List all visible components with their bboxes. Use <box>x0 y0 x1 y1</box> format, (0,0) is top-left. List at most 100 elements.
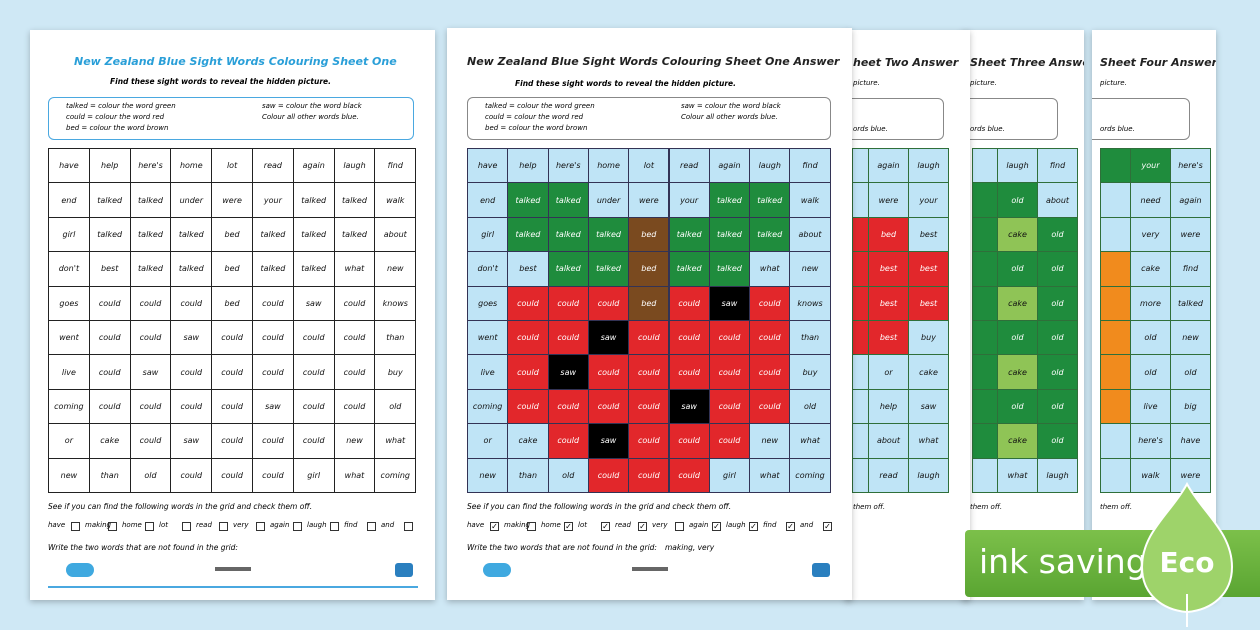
write-text: Write the two words that are not found i… <box>467 543 657 552</box>
grid-cell: here's <box>129 148 172 184</box>
key-text: bed = colour the word brown <box>485 124 588 132</box>
check-box <box>219 522 228 531</box>
check-box: ✓ <box>490 522 499 531</box>
grid-cell: under <box>587 182 630 218</box>
grid-cell: could <box>708 423 751 459</box>
check-word: very <box>652 521 668 529</box>
grid-cell <box>852 148 869 184</box>
grid-cell: saw <box>708 285 751 321</box>
check-word: home <box>541 521 561 529</box>
grid-cell: could <box>129 423 172 459</box>
grid-cell: could <box>292 388 335 425</box>
grid-cell: coming <box>374 457 417 493</box>
grid-cell: could <box>547 423 589 459</box>
grid-cell: could <box>749 354 791 390</box>
grid-cell: saw <box>170 320 213 356</box>
grid-cell: talked <box>668 251 710 287</box>
grid-cell: laugh <box>997 148 1038 184</box>
grid-cell: find <box>1037 148 1078 184</box>
grid-cell: could <box>252 354 294 390</box>
grid-cell <box>972 216 998 253</box>
grid-cell: talked <box>292 216 335 253</box>
grid-cell: old <box>1170 354 1211 390</box>
grid-cell <box>852 457 869 493</box>
grid-cell <box>972 182 998 218</box>
grid-cell: could <box>333 388 376 425</box>
check-box: ✓ <box>712 522 721 531</box>
grid-cell: buy <box>789 354 831 390</box>
grid-cell: than <box>507 457 549 493</box>
check-word: have <box>48 521 66 529</box>
grid-cell: bed <box>628 251 670 287</box>
grid-cell: best <box>868 320 909 356</box>
grid-cell: bed <box>211 285 253 321</box>
key-text: saw = colour the word black <box>681 102 781 110</box>
grid-cell: what <box>908 423 949 459</box>
grid-cell: could <box>507 354 549 390</box>
grid-cell: talked <box>129 251 172 287</box>
grid-cell: old <box>1037 320 1078 356</box>
grid-cell: old <box>1037 216 1078 253</box>
grid-cell: cake <box>997 354 1038 390</box>
grid-cell: under <box>170 182 213 218</box>
grid-cell: live <box>1130 388 1171 425</box>
grid-cell: talked <box>333 182 376 218</box>
subtitle: Find these sight words to reveal the hid… <box>110 77 331 86</box>
grid-cell: could <box>628 423 670 459</box>
sheet-title: Sheet Three Answer <box>970 56 1084 69</box>
check-box <box>675 522 684 531</box>
grid-cell: could <box>129 388 172 425</box>
grid-cell: could <box>587 285 630 321</box>
key-box <box>1092 98 1190 140</box>
grid-cell: old <box>1037 423 1078 459</box>
grid-cell: about <box>374 216 417 253</box>
check-box: ✓ <box>786 522 795 531</box>
grid-cell: talked <box>547 216 589 253</box>
grid-cell: could <box>749 388 791 425</box>
divider <box>48 586 418 588</box>
grid-cell: again <box>708 148 751 184</box>
key-text: talked = colour the word green <box>485 102 595 110</box>
grid-cell: old <box>789 388 831 425</box>
logo-icon <box>812 563 830 577</box>
grid-cell: could <box>88 320 131 356</box>
check-box: ✓ <box>601 522 610 531</box>
check-word: making <box>85 521 111 529</box>
grid-cell: than <box>374 320 417 356</box>
sheet-title: New Zealand Blue Sight Words Colouring S… <box>467 55 840 68</box>
subtitle: picture. <box>970 79 997 87</box>
grid-cell: could <box>170 354 213 390</box>
key-text: Colour all other words blue. <box>681 113 778 121</box>
check-word: find <box>763 521 777 529</box>
grid-cell: talked <box>587 216 630 253</box>
key-box <box>845 98 944 140</box>
grid-cell: could <box>170 457 213 493</box>
subtitle: Find these sight words to reveal the hid… <box>515 79 736 88</box>
grid-cell: don't <box>48 251 90 287</box>
grid-cell: home <box>170 148 213 184</box>
check-box <box>527 522 536 531</box>
grid-cell: went <box>467 320 509 356</box>
grid-cell: went <box>48 320 90 356</box>
grid-cell: help <box>88 148 131 184</box>
check-word: very <box>233 521 249 529</box>
grid-cell: talked <box>507 182 549 218</box>
grid-cell: laugh <box>1037 457 1078 493</box>
grid-cell: about <box>868 423 909 459</box>
grid-cell: could <box>292 423 335 459</box>
find-text: See if you can find the following words … <box>467 502 732 511</box>
grid-cell: best <box>88 251 131 287</box>
grid-cell: could <box>628 388 670 425</box>
grid-cell: talked <box>292 251 335 287</box>
grid-cell: live <box>467 354 509 390</box>
grid-cell: old <box>997 251 1038 287</box>
check-word: again <box>689 521 709 529</box>
grid-cell: laugh <box>908 148 949 184</box>
grid-cell: were <box>628 182 670 218</box>
grid-cell: could <box>252 423 294 459</box>
grid-cell <box>972 457 998 493</box>
grid-cell: need <box>1130 182 1171 218</box>
check-box: ✓ <box>564 522 573 531</box>
grid-cell: could <box>547 320 589 356</box>
grid-cell: new <box>1170 320 1211 356</box>
